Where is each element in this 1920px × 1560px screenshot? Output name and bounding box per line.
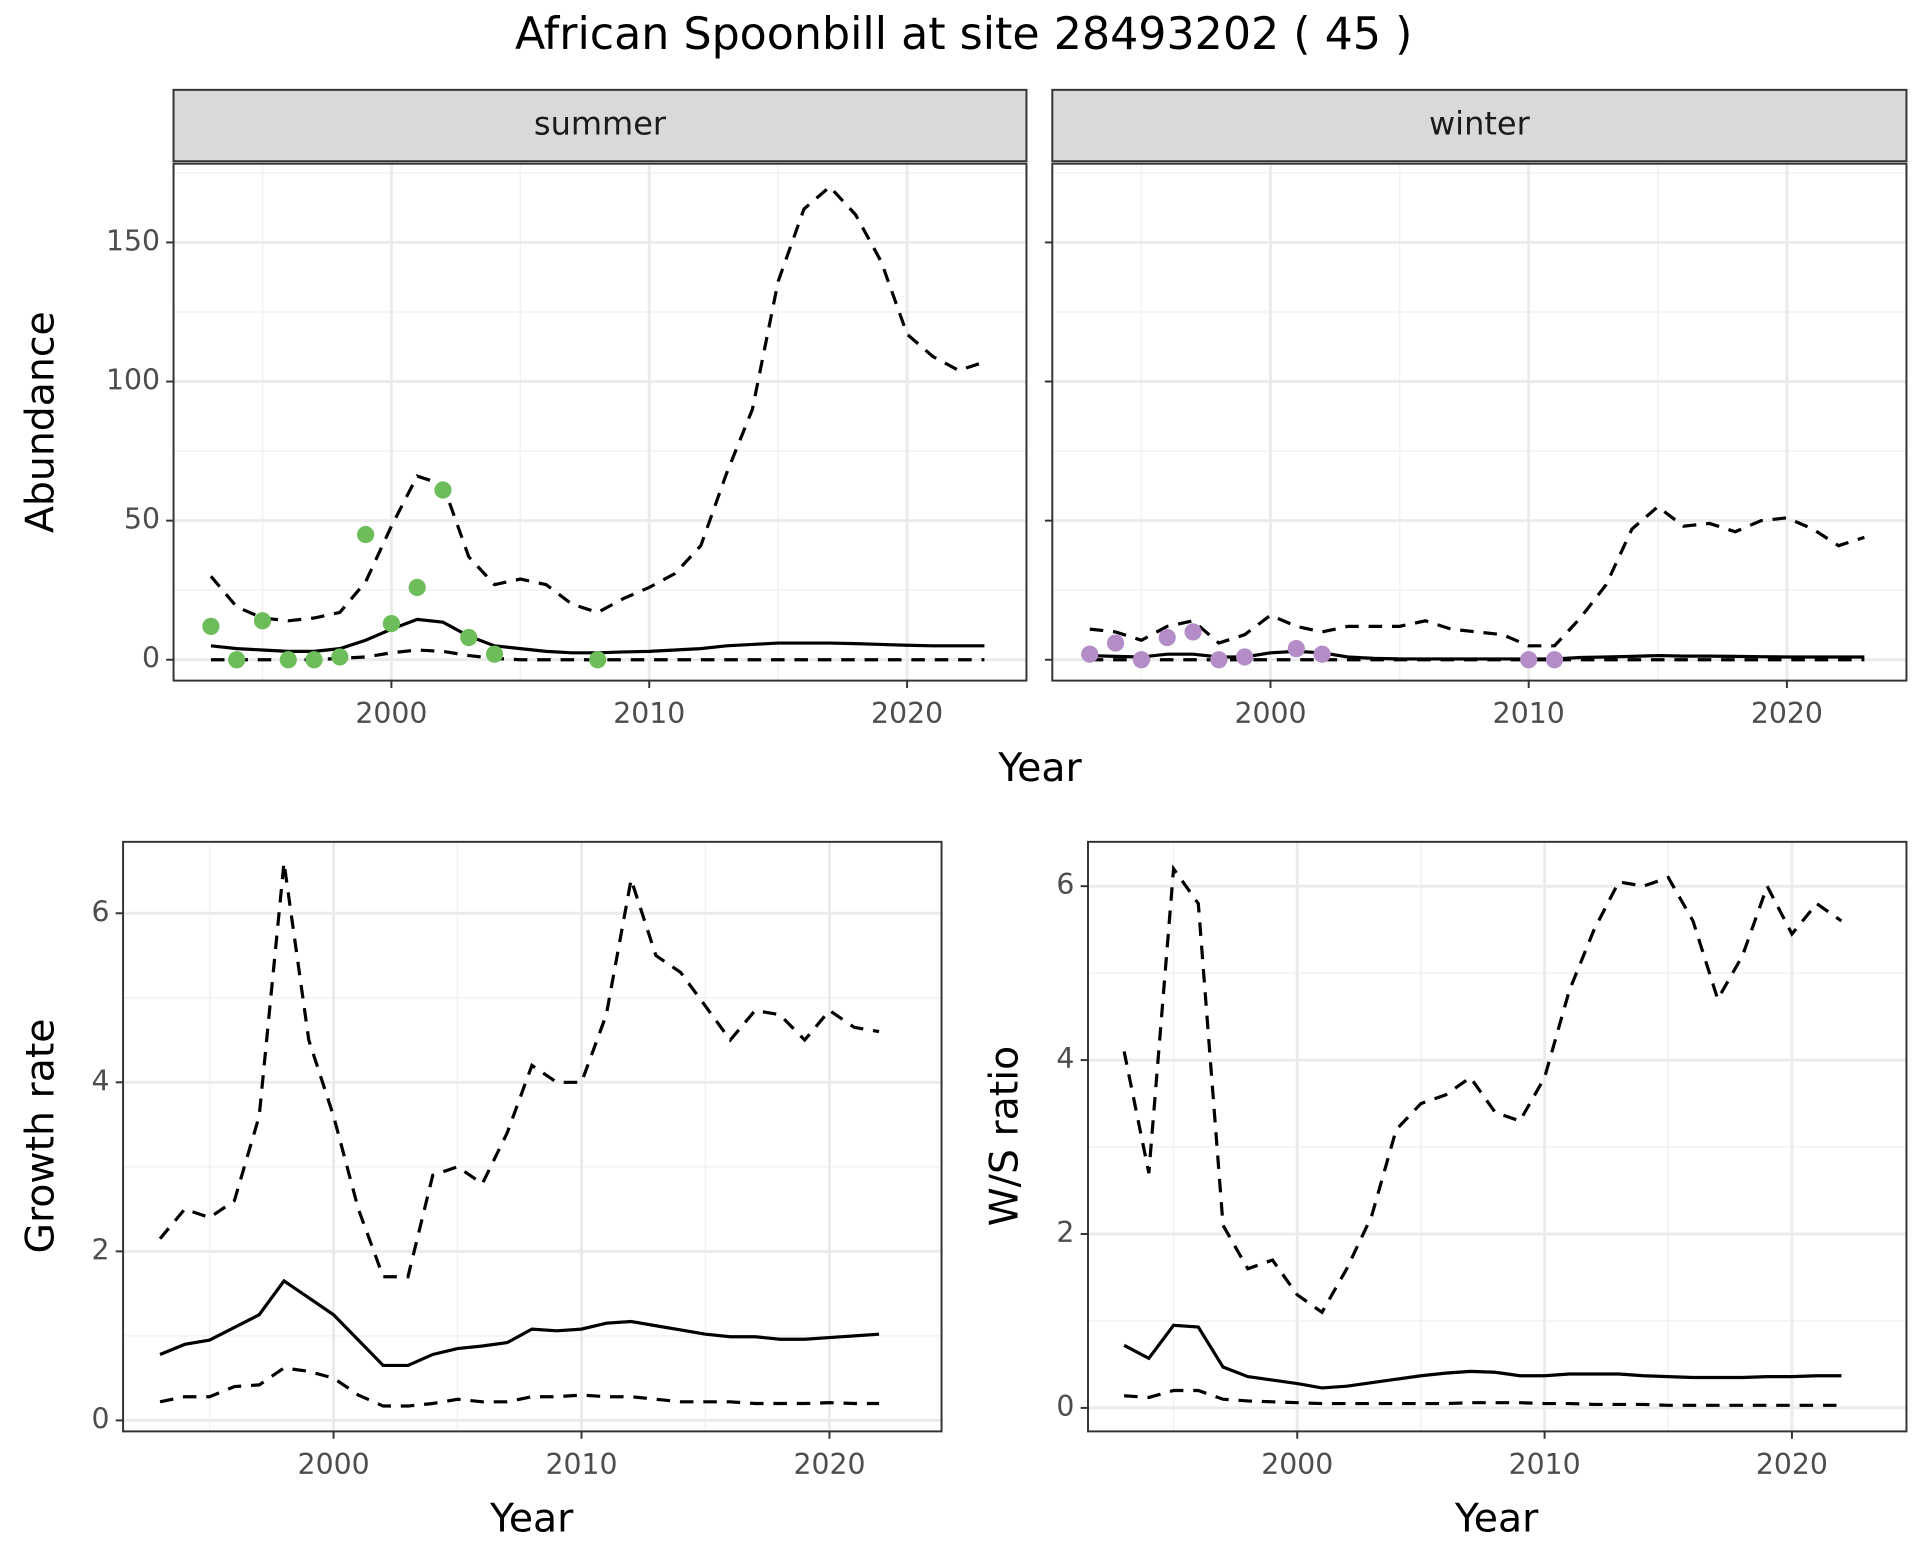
y-tick-label: 0	[92, 1402, 110, 1435]
panel-background	[1088, 841, 1907, 1432]
panel-border	[172, 162, 1028, 682]
data-point	[382, 614, 401, 633]
data-point	[1132, 651, 1151, 669]
x-tick-label: 2020	[1756, 1448, 1828, 1481]
panel-border	[1051, 162, 1908, 682]
data-point	[1210, 651, 1228, 669]
y-tick-label: 0	[142, 642, 160, 675]
data-point	[202, 617, 220, 635]
figure-title: African Spoonbill at site 28493202 ( 45 …	[515, 9, 1412, 60]
data-point	[1184, 623, 1202, 641]
y-tick-label: 4	[1056, 1042, 1074, 1075]
data-point	[460, 628, 478, 647]
x-tick-label: 2000	[298, 1448, 370, 1481]
x-tick-label: 2000	[1261, 1448, 1333, 1481]
y-tick-label: 2	[1056, 1216, 1074, 1249]
data-point	[1287, 640, 1305, 658]
data-point	[434, 481, 452, 499]
y-tick-label: 50	[124, 503, 160, 536]
line-series	[1123, 1388, 1842, 1407]
x-tick-label: 2010	[546, 1448, 618, 1481]
line-series	[1123, 1323, 1842, 1390]
panel-border	[1087, 840, 1908, 1433]
data-point	[1545, 651, 1564, 669]
x-axis-title: Year	[997, 745, 1082, 791]
panel-border	[122, 840, 943, 1433]
x-axis-title: Year	[1454, 1496, 1539, 1542]
data-point	[1081, 645, 1099, 663]
data-point	[1158, 628, 1176, 647]
y-tick-label: 6	[92, 895, 110, 928]
x-axis-title: Year	[489, 1496, 574, 1542]
y-tick-label: 0	[1056, 1390, 1074, 1423]
strip	[1051, 88, 1908, 163]
x-tick-label: 2010	[1493, 697, 1565, 730]
y-tick-label: 150	[106, 224, 160, 257]
line-series	[159, 1366, 880, 1408]
x-tick-label: 2020	[871, 697, 943, 730]
data-point	[589, 651, 607, 669]
y-axis-title: Abundance	[18, 311, 64, 533]
x-tick-label: 2000	[355, 697, 427, 730]
y-axis-title: Growth rate	[18, 1018, 64, 1253]
data-point	[253, 612, 272, 630]
data-point	[408, 578, 426, 597]
data-point	[485, 645, 504, 663]
y-tick-label: 100	[106, 364, 160, 397]
data-point	[1106, 634, 1125, 652]
y-tick-label: 4	[92, 1064, 110, 1097]
panel-background	[173, 163, 1027, 681]
line-series	[209, 184, 985, 623]
panel-background	[1052, 163, 1907, 681]
y-tick-label: 2	[92, 1233, 110, 1266]
panel-background	[123, 841, 942, 1432]
y-tick-label: 6	[1056, 868, 1074, 901]
strip-label: winter	[1429, 105, 1531, 143]
y-axis-title: W/S ratio	[981, 1046, 1027, 1227]
x-tick-label: 2000	[1234, 697, 1306, 730]
data-point	[357, 525, 375, 544]
strip	[172, 88, 1028, 163]
x-tick-label: 2010	[613, 697, 685, 730]
data-point	[1313, 645, 1331, 663]
x-tick-label: 2020	[793, 1448, 865, 1481]
data-point	[331, 648, 349, 666]
x-tick-label: 2010	[1509, 1448, 1581, 1481]
data-point	[305, 651, 323, 669]
x-tick-label: 2020	[1751, 697, 1823, 730]
line-series	[159, 1278, 880, 1368]
data-point	[228, 651, 246, 669]
line-series	[1089, 504, 1865, 648]
data-point	[1236, 648, 1254, 666]
line-series	[1122, 864, 1843, 1315]
data-point	[279, 651, 297, 669]
strip-label: summer	[534, 105, 667, 143]
data-point	[1520, 651, 1538, 669]
